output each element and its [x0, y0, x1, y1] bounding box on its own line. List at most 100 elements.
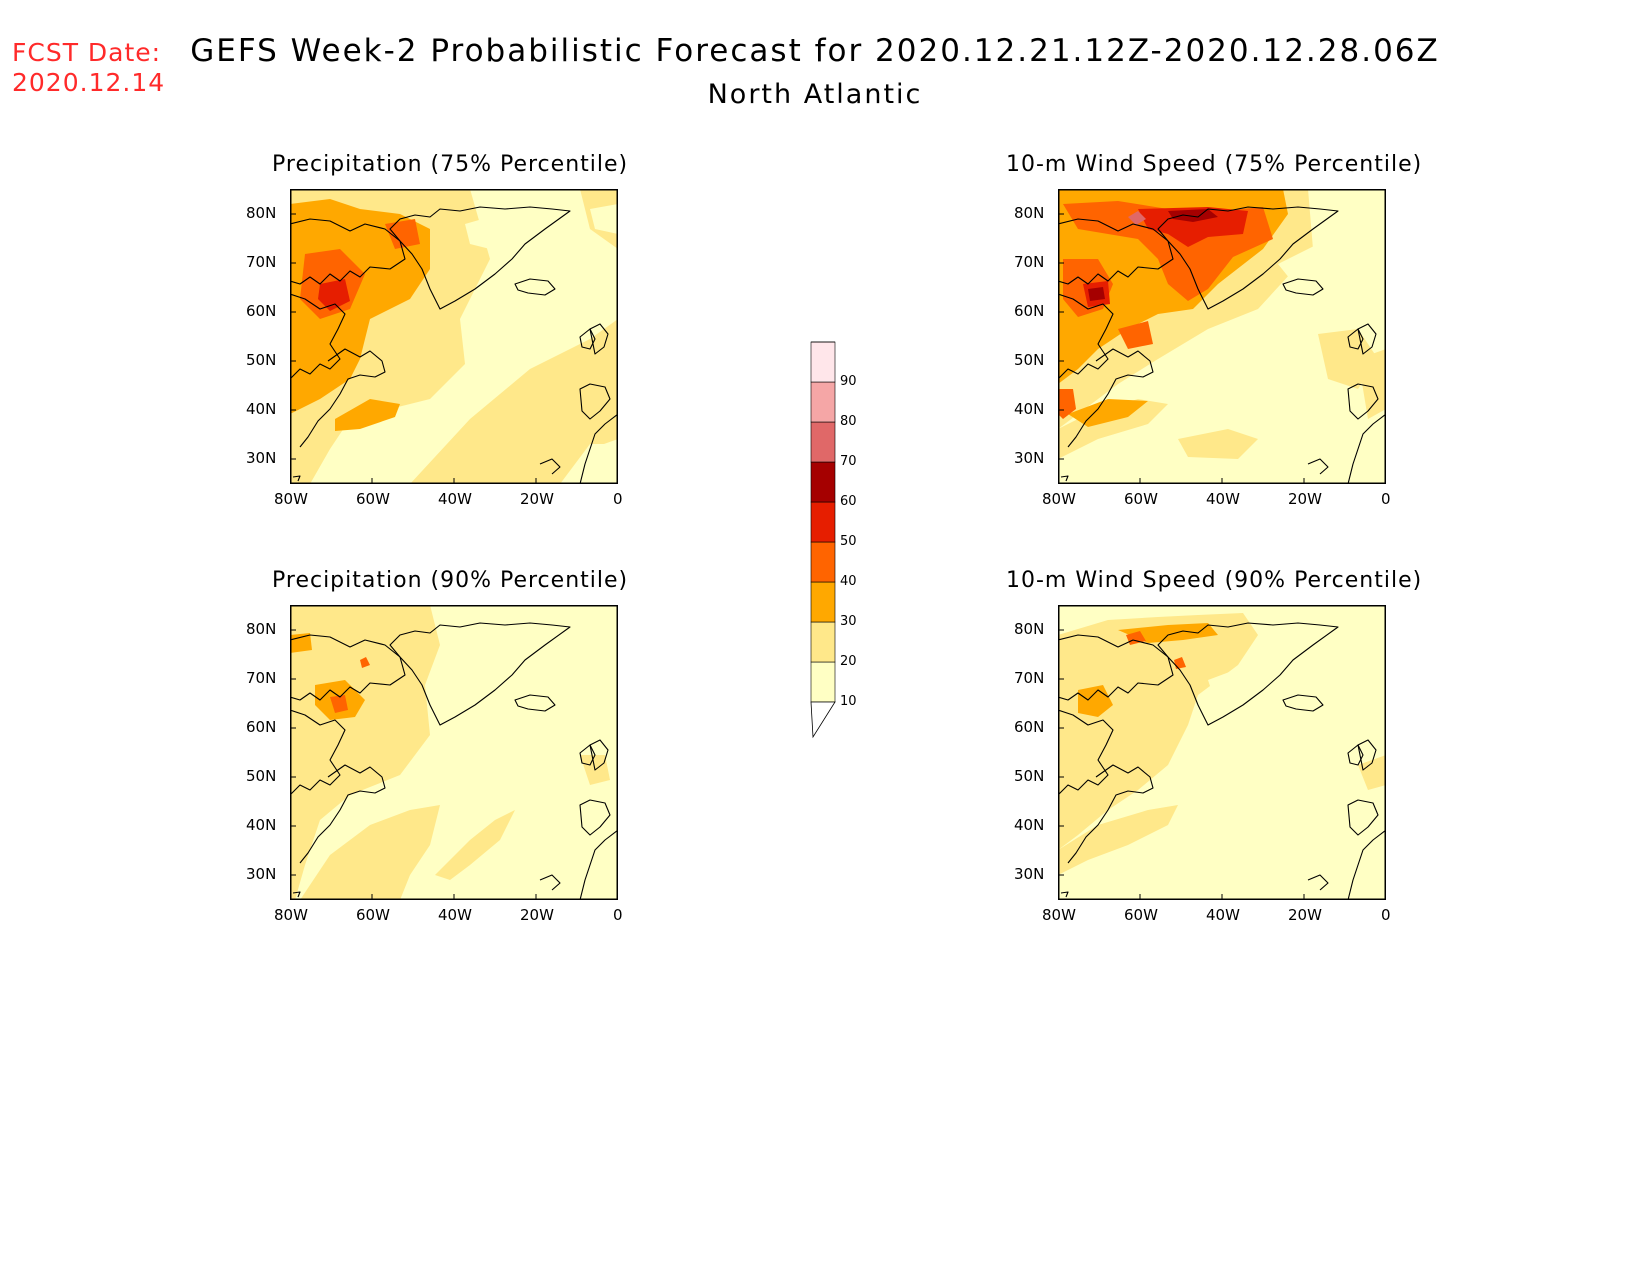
- colorbar-segment: [810, 341, 836, 383]
- coastline: [1347, 829, 1386, 900]
- shaded-region: [1088, 287, 1105, 301]
- lon-tick-label: 40W: [1206, 490, 1240, 508]
- coastline: [514, 278, 556, 296]
- coastline: [1058, 293, 1114, 380]
- lat-tick-label: 50N: [1014, 767, 1045, 785]
- lon-tick-label: 40W: [438, 906, 472, 924]
- map-wind90: [1058, 605, 1386, 900]
- colorbar-segment: [810, 381, 836, 423]
- lat-tick-label: 50N: [246, 351, 277, 369]
- shaded-region: [1058, 805, 1178, 875]
- map-precip75: [290, 189, 618, 484]
- coastline: [299, 348, 386, 448]
- colorbar-segment: [810, 421, 836, 463]
- lat-tick-label: 70N: [1014, 669, 1045, 687]
- coastline: [1060, 891, 1069, 898]
- lon-tick-label: 40W: [1206, 906, 1240, 924]
- coastline: [1347, 413, 1386, 484]
- coastline: [292, 475, 301, 482]
- colorbar-segment: [810, 541, 836, 583]
- lon-tick-label: 60W: [1124, 906, 1158, 924]
- lat-tick-label: 30N: [1014, 865, 1045, 883]
- lon-tick-label: 80W: [1042, 906, 1076, 924]
- lon-tick-label: 0: [613, 906, 623, 924]
- colorbar-segment: [810, 461, 836, 503]
- shaded-region: [335, 399, 400, 431]
- shaded-region: [290, 605, 440, 900]
- shaded-region: [1058, 389, 1076, 419]
- shaded-region: [385, 219, 420, 249]
- shaded-region: [590, 204, 618, 234]
- lat-tick-label: 80N: [246, 204, 277, 222]
- shaded-region: [1078, 685, 1113, 717]
- lat-tick-label: 30N: [1014, 449, 1045, 467]
- map-frame: [1058, 189, 1386, 484]
- forecast-date-label: FCST Date:: [12, 38, 162, 67]
- shaded-region: [1118, 321, 1153, 349]
- shaded-region: [318, 279, 350, 311]
- colorbar-level-label: 50: [840, 534, 857, 549]
- colorbar-level-label: 30: [840, 614, 857, 629]
- lon-tick-label: 0: [1381, 490, 1391, 508]
- lon-tick-label: 60W: [1124, 490, 1158, 508]
- colorbar-level-label: 70: [840, 454, 857, 469]
- coastline: [1357, 739, 1377, 771]
- lon-tick-label: 40W: [438, 490, 472, 508]
- map-frame: [1058, 605, 1386, 900]
- map-frame: [290, 605, 618, 900]
- shaded-region: [1208, 640, 1318, 710]
- lat-tick-label: 60N: [246, 302, 277, 320]
- map-wind75: [1058, 189, 1386, 484]
- lon-tick-label: 80W: [274, 490, 308, 508]
- coastline: [1307, 874, 1329, 891]
- colorbar-bottom-extension: [810, 701, 836, 739]
- coastline: [1307, 458, 1329, 475]
- coastline: [1282, 278, 1324, 296]
- coastline: [1157, 622, 1339, 726]
- lon-tick-label: 60W: [356, 490, 390, 508]
- coastline: [389, 206, 571, 310]
- lon-tick-label: 20W: [520, 490, 554, 508]
- lon-tick-label: 80W: [1042, 490, 1076, 508]
- colorbar-segment: [810, 621, 836, 663]
- coastline: [514, 694, 556, 712]
- coastline: [290, 634, 406, 701]
- page-subtitle: North Atlantic: [707, 79, 923, 110]
- lat-tick-label: 80N: [1014, 620, 1045, 638]
- shaded-region: [1358, 349, 1386, 419]
- lat-tick-label: 70N: [246, 669, 277, 687]
- colorbar: [810, 341, 836, 739]
- colorbar-segment: [810, 661, 836, 703]
- lat-tick-label: 40N: [246, 816, 277, 834]
- coastline: [292, 891, 301, 898]
- coastline: [579, 799, 611, 836]
- panel-title-wind75: 10-m Wind Speed (75% Percentile): [1006, 152, 1423, 177]
- coastline: [1058, 634, 1174, 701]
- lon-tick-label: 0: [613, 490, 623, 508]
- coastline: [299, 764, 386, 864]
- shaded-region: [435, 810, 515, 880]
- colorbar-level-label: 80: [840, 414, 857, 429]
- lat-tick-label: 80N: [246, 620, 277, 638]
- coastline: [539, 874, 561, 891]
- colorbar-level-label: 90: [840, 374, 857, 389]
- colorbar-level-label: 40: [840, 574, 857, 589]
- shaded-region: [1178, 429, 1258, 459]
- colorbar-level-label: 20: [840, 654, 857, 669]
- coastline: [290, 709, 346, 796]
- lat-tick-label: 80N: [1014, 204, 1045, 222]
- lat-tick-label: 40N: [1014, 816, 1045, 834]
- coastline: [1347, 383, 1379, 420]
- shaded-region: [560, 444, 618, 484]
- colorbar-level-label: 10: [840, 694, 857, 709]
- lat-tick-label: 70N: [1014, 253, 1045, 271]
- panel-title-precip75: Precipitation (75% Percentile): [272, 152, 629, 177]
- coastline: [579, 383, 611, 420]
- shaded-region: [300, 805, 440, 900]
- coastline: [1058, 218, 1174, 285]
- lon-tick-label: 80W: [274, 906, 308, 924]
- coastline: [539, 458, 561, 475]
- lat-tick-label: 50N: [246, 767, 277, 785]
- lat-tick-label: 60N: [246, 718, 277, 736]
- shaded-region: [1358, 755, 1386, 790]
